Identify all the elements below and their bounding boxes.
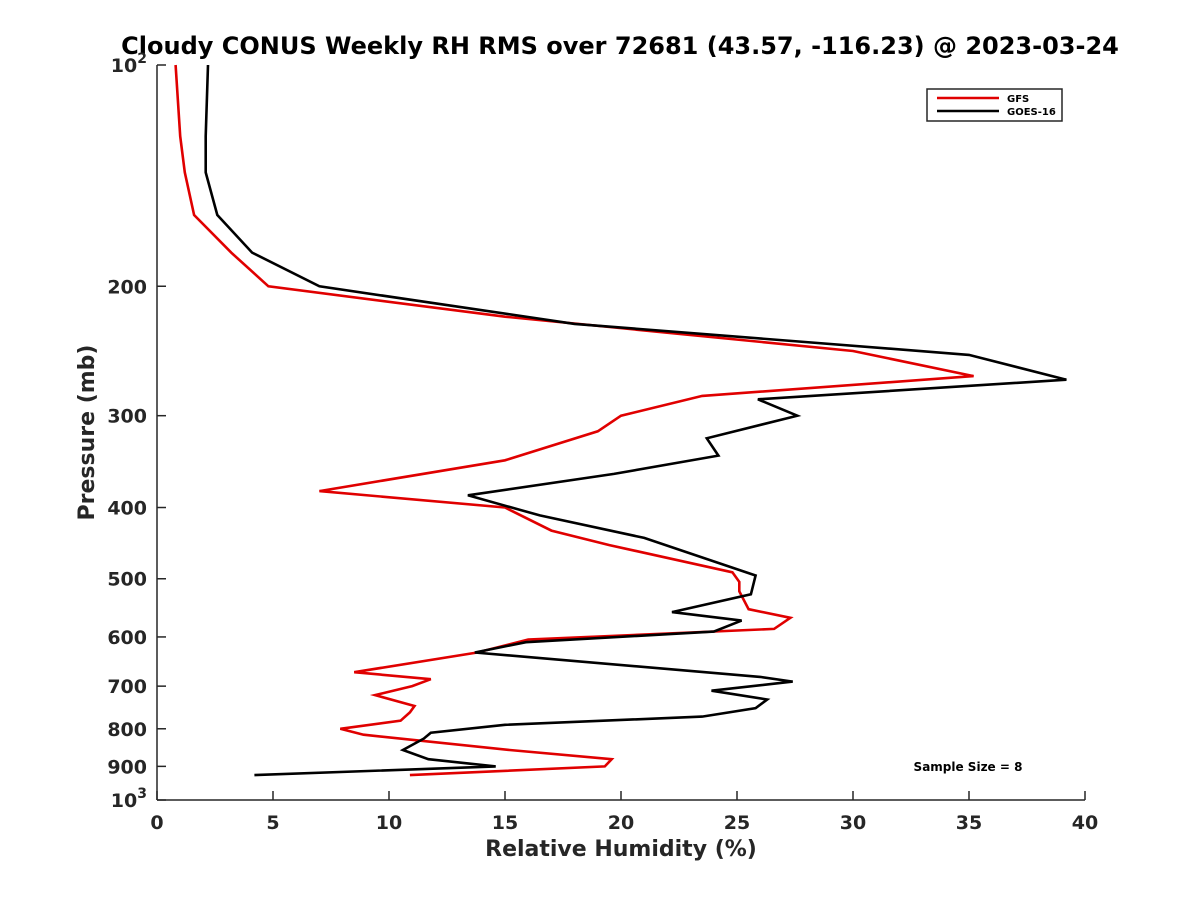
x-tick-label: 0 — [150, 812, 163, 834]
y-tick-label: 300 — [107, 406, 147, 428]
x-axis-label: Relative Humidity (%) — [485, 837, 757, 862]
series-layer — [174, 64, 1067, 777]
legend-label: GOES-16 — [1007, 107, 1056, 118]
y-tick-label: 900 — [107, 756, 147, 778]
x-tick-label: 20 — [608, 812, 634, 834]
plot-area: 0 5 10 15 20 25 30 35 40 102 200 300 400 500 600 700 80… — [107, 51, 1098, 834]
chart-title: Cloudy CONUS Weekly RH RMS over 72681 (4… — [121, 32, 1119, 60]
x-tick-label: 25 — [724, 812, 750, 834]
y-tick-label: 500 — [107, 569, 147, 591]
y-axis-label: Pressure (mb) — [75, 345, 100, 521]
y-axis-ticks: 102 200 300 400 500 600 700 800 900 103 — [107, 51, 166, 812]
x-tick-label: 35 — [956, 812, 982, 834]
x-axis-ticks: 0 5 10 15 20 25 30 35 40 — [150, 791, 1098, 834]
y-tick-label: 103 — [111, 786, 147, 812]
legend-label: GFS — [1007, 94, 1029, 105]
y-tick-label: 400 — [107, 498, 147, 520]
y-tick-label: 700 — [107, 676, 147, 698]
plot-frame — [157, 65, 1085, 800]
legend-box — [926, 88, 1063, 122]
x-tick-label: 40 — [1072, 812, 1098, 834]
sample-size-annotation: Sample Size = 8 — [914, 760, 1023, 774]
y-tick-label: 800 — [107, 719, 147, 741]
legend: GFS GOES-16 — [926, 88, 1063, 122]
x-tick-label: 15 — [492, 812, 518, 834]
x-tick-label: 30 — [840, 812, 866, 834]
x-tick-label: 5 — [266, 812, 279, 834]
y-tick-label: 600 — [107, 627, 147, 649]
y-tick-label: 102 — [111, 51, 147, 77]
y-tick-label: 200 — [107, 276, 147, 298]
x-tick-label: 10 — [376, 812, 402, 834]
series-line-goes-16 — [204, 64, 1067, 777]
